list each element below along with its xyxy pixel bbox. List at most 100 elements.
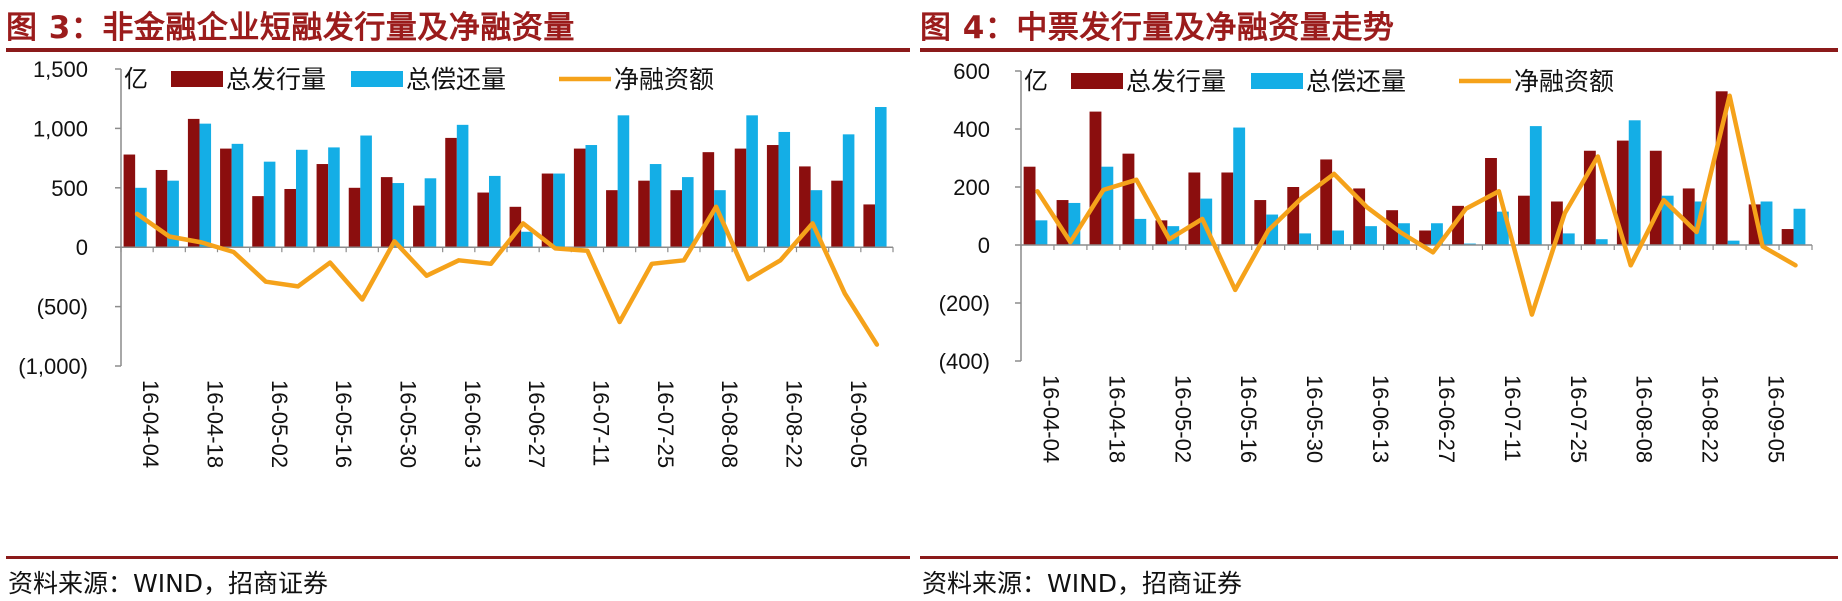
legend: 总发行量 总偿还量 净融资额: [171, 66, 714, 94]
repayment-bar: [1529, 126, 1542, 245]
x-tick-label: 16-08-22: [1698, 375, 1723, 463]
repayment-bar: [199, 123, 212, 248]
repayment-bar: [681, 177, 694, 248]
issuance-bar: [1089, 111, 1102, 245]
legend-label: 总偿还量: [1306, 68, 1406, 96]
y-tick-label: 0: [76, 235, 88, 260]
x-tick-label: 16-08-08: [1632, 375, 1657, 463]
repayment-bar: [746, 115, 758, 248]
repayment-bar: [1200, 198, 1213, 245]
repayment-bar: [1365, 226, 1377, 245]
issuance-bar: [1649, 150, 1662, 245]
x-tick-label: 16-07-25: [1566, 375, 1591, 463]
x-tick-label: 16-06-27: [524, 380, 549, 468]
issuance-bar: [606, 190, 618, 248]
x-tick-label: 16-06-13: [1368, 375, 1393, 463]
net-financing-line: [134, 204, 880, 347]
x-tick-label: 16-04-18: [1104, 375, 1129, 463]
repayment-bar: [1068, 202, 1081, 245]
repayment-bar: [1760, 201, 1773, 245]
repayment-bar: [231, 143, 244, 248]
repayment-bar: [1562, 233, 1575, 245]
x-tick-label: 16-05-16: [331, 380, 356, 468]
x-tick-label: 16-05-30: [395, 380, 420, 468]
x-tick-label: 16-05-16: [1236, 375, 1261, 463]
issuance-bar: [1155, 220, 1168, 245]
repayment-bar: [521, 231, 533, 248]
x-tick-label: 16-04-04: [1038, 375, 1063, 463]
legend-label: 总发行量: [226, 66, 326, 94]
repayment-bar: [1299, 233, 1312, 245]
issuance-bar: [348, 187, 361, 248]
issuance-bar: [1715, 91, 1728, 245]
bar-line-chart: (1,000) (500) 0 500 1,000 1,500 16-04-04 16-04-…: [18, 57, 894, 468]
x-tick-label: 16-09-05: [1764, 375, 1789, 463]
issuance-bar: [1616, 140, 1629, 245]
repayment-bar: [392, 183, 405, 248]
y-tick-label: (400): [939, 349, 990, 374]
issuance-bar: [799, 166, 811, 248]
issuance-bar: [1550, 201, 1563, 245]
bar-line-chart: (400) (200) 0 200 400 600 16-04-04 16-04-18 16-0…: [939, 59, 1813, 463]
issuance-bar: [1056, 200, 1069, 245]
source-rule: [920, 556, 1838, 559]
issuance-bar: [1583, 150, 1596, 245]
issuance-bar: [477, 192, 489, 248]
repayment-bar: [1035, 220, 1048, 245]
repayment-bar: [295, 149, 308, 248]
issuance-bar: [155, 169, 168, 248]
issuance-bar: [187, 118, 200, 248]
title-rule: [920, 48, 1838, 52]
y-tick-label: 1,000: [33, 116, 88, 141]
repayment-bar: [328, 147, 340, 248]
net-financing-line: [1035, 93, 1798, 317]
repayment-bar: [810, 190, 823, 248]
repayment-bar: [842, 134, 855, 248]
issuance-bar: [541, 173, 554, 248]
issuance-bar: [702, 152, 715, 248]
repayment-bar: [778, 131, 791, 248]
issuance-bar: [380, 177, 393, 248]
legend-label: 总偿还量: [406, 66, 506, 94]
repayment-bar: [1134, 218, 1147, 245]
legend-bar-swatch: [1071, 73, 1123, 89]
x-tick-label: 16-08-08: [717, 380, 742, 468]
repayment-bar: [1661, 195, 1674, 245]
repayment-bar: [617, 115, 630, 248]
y-tick-label: (1,000): [18, 354, 88, 379]
repayment-bar: [1628, 120, 1641, 245]
y-tick-label: 1,500: [33, 57, 88, 82]
y-tick-label: 200: [953, 175, 990, 200]
issuance-bar: [284, 188, 296, 248]
issuance-bar: [1122, 153, 1135, 245]
y-tick-label: (200): [939, 291, 990, 316]
issuance-bar: [445, 137, 457, 248]
x-tick-label: 16-07-11: [1500, 375, 1525, 461]
issuance-bar: [573, 148, 586, 248]
repayment-bar: [360, 135, 372, 248]
repayment-bar: [1595, 239, 1608, 245]
x-tick-label: 16-05-02: [1170, 375, 1195, 463]
legend-label: 净融资额: [614, 66, 714, 94]
issuance-bar: [734, 148, 747, 248]
legend-label: 净融资额: [1514, 68, 1614, 96]
repayment-bar: [1101, 166, 1114, 245]
issuance-bar: [1221, 172, 1234, 245]
issuance-bar: [1682, 188, 1695, 245]
issuance-bar: [638, 180, 650, 248]
repayment-bar: [874, 107, 887, 248]
legend-label: 总发行量: [1126, 68, 1226, 96]
repayment-bar: [1233, 127, 1246, 245]
legend-bar-swatch: [351, 71, 403, 87]
title-rule: [6, 48, 910, 52]
x-tick-label: 16-06-27: [1434, 375, 1459, 463]
x-tick-label: 16-06-13: [460, 380, 485, 468]
issuance-bar: [766, 145, 779, 248]
issuance-bar: [1419, 230, 1432, 245]
repayment-bar: [456, 124, 469, 248]
repayment-bar: [424, 178, 437, 248]
issuance-bar: [1518, 195, 1530, 245]
x-tick-label: 16-08-22: [781, 380, 806, 468]
repayment-bar: [263, 161, 276, 248]
y-tick-label: 400: [953, 117, 990, 142]
